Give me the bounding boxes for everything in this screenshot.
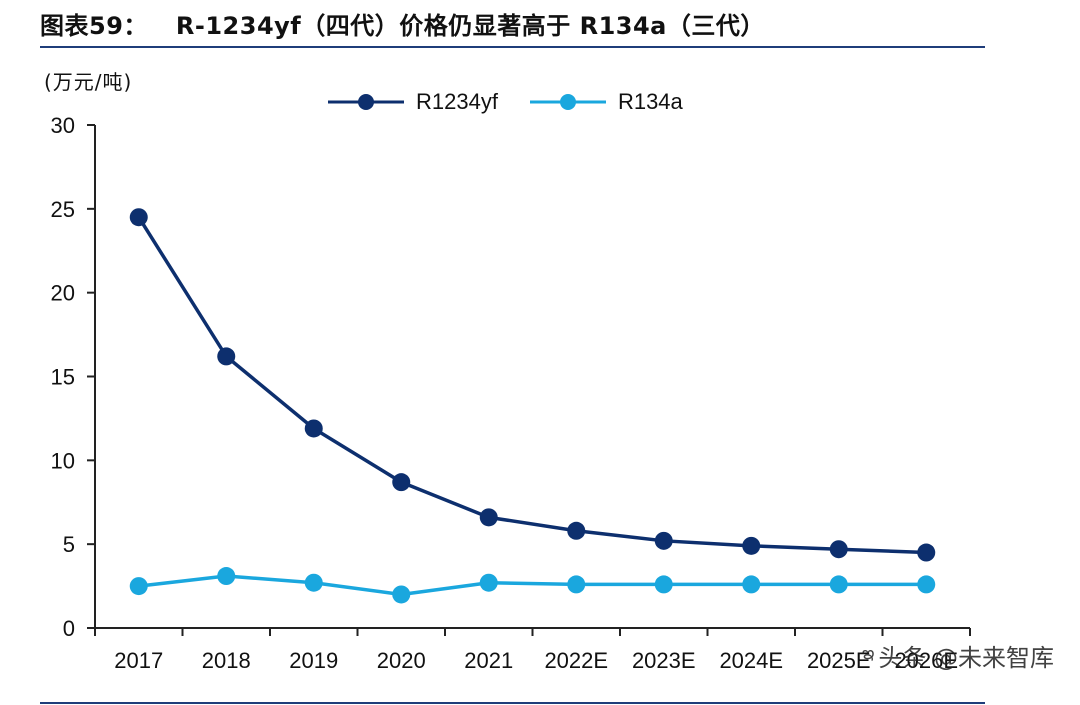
data-point-r1234yf xyxy=(217,347,236,366)
x-tick-label: 2022E xyxy=(544,648,608,673)
data-point-r134a xyxy=(567,575,586,594)
watermark: ఇ 头条 @未来智库 xyxy=(862,638,1054,673)
bottom-divider xyxy=(40,702,985,704)
data-point-r1234yf xyxy=(917,543,936,562)
x-tick-label: 2025E xyxy=(807,648,871,673)
series-line-r1234yf xyxy=(137,216,927,555)
x-tick-label: 2018 xyxy=(202,648,251,673)
data-point-r1234yf xyxy=(654,531,673,550)
data-point-r1234yf xyxy=(304,419,323,438)
series-line-r134a xyxy=(138,574,927,597)
data-point-r1234yf xyxy=(392,473,411,492)
x-tick-label: 2026E xyxy=(894,648,958,673)
data-point-r1234yf xyxy=(129,208,148,227)
x-tick-label: 2023E xyxy=(632,648,696,673)
data-point-r134a xyxy=(742,575,761,594)
y-tick-label: 10 xyxy=(51,448,75,473)
legend-marker-r1234yf xyxy=(328,94,404,110)
data-point-r134a xyxy=(217,567,236,586)
x-tick-label: 2020 xyxy=(377,648,426,673)
data-point-r134a xyxy=(479,573,498,592)
wechat-icon: ఇ xyxy=(862,643,875,664)
legend-label-r134a: R134a xyxy=(617,89,683,114)
data-point-r1234yf xyxy=(567,521,586,540)
data-point-r1234yf xyxy=(829,540,848,559)
chart-title: 图表59： R-1234yf（四代）价格仍显著高于 R134a（三代） xyxy=(40,8,765,44)
y-tick-label: 0 xyxy=(63,616,75,641)
legend-label-r1234yf: R1234yf xyxy=(416,89,498,114)
title-text: R-1234yf（四代）价格仍显著高于 R134a（三代） xyxy=(175,12,765,40)
x-tick-label: 2019 xyxy=(289,648,338,673)
data-point-r134a xyxy=(129,577,148,596)
data-point-r1234yf xyxy=(742,536,761,555)
data-point-r1234yf xyxy=(479,508,498,527)
y-tick-label: 25 xyxy=(51,197,75,222)
legend: R1234yf R134a xyxy=(328,86,715,118)
data-point-r134a xyxy=(654,575,673,594)
x-tick-label: 2017 xyxy=(114,648,163,673)
title-divider xyxy=(40,46,985,48)
y-tick-label: 5 xyxy=(63,532,75,557)
data-point-r134a xyxy=(829,575,848,594)
y-unit-label: (万元/吨) xyxy=(44,70,133,94)
y-tick-label: 30 xyxy=(51,113,75,138)
x-tick-label: 2021 xyxy=(464,648,513,673)
legend-item-r1234yf: R1234yf xyxy=(328,89,498,115)
y-tick-label: 15 xyxy=(51,365,75,390)
y-tick-label: 20 xyxy=(51,281,75,306)
data-point-r134a xyxy=(917,575,936,594)
figure-number: 图表59： xyxy=(40,12,148,40)
data-point-r134a xyxy=(304,573,323,592)
legend-marker-r134a xyxy=(529,94,606,110)
legend-item-r134a: R134a xyxy=(529,89,683,115)
x-tick-label: 2024E xyxy=(719,648,783,673)
data-point-r134a xyxy=(392,585,411,604)
watermark-text: 头条 @未来智库 xyxy=(878,644,1055,672)
